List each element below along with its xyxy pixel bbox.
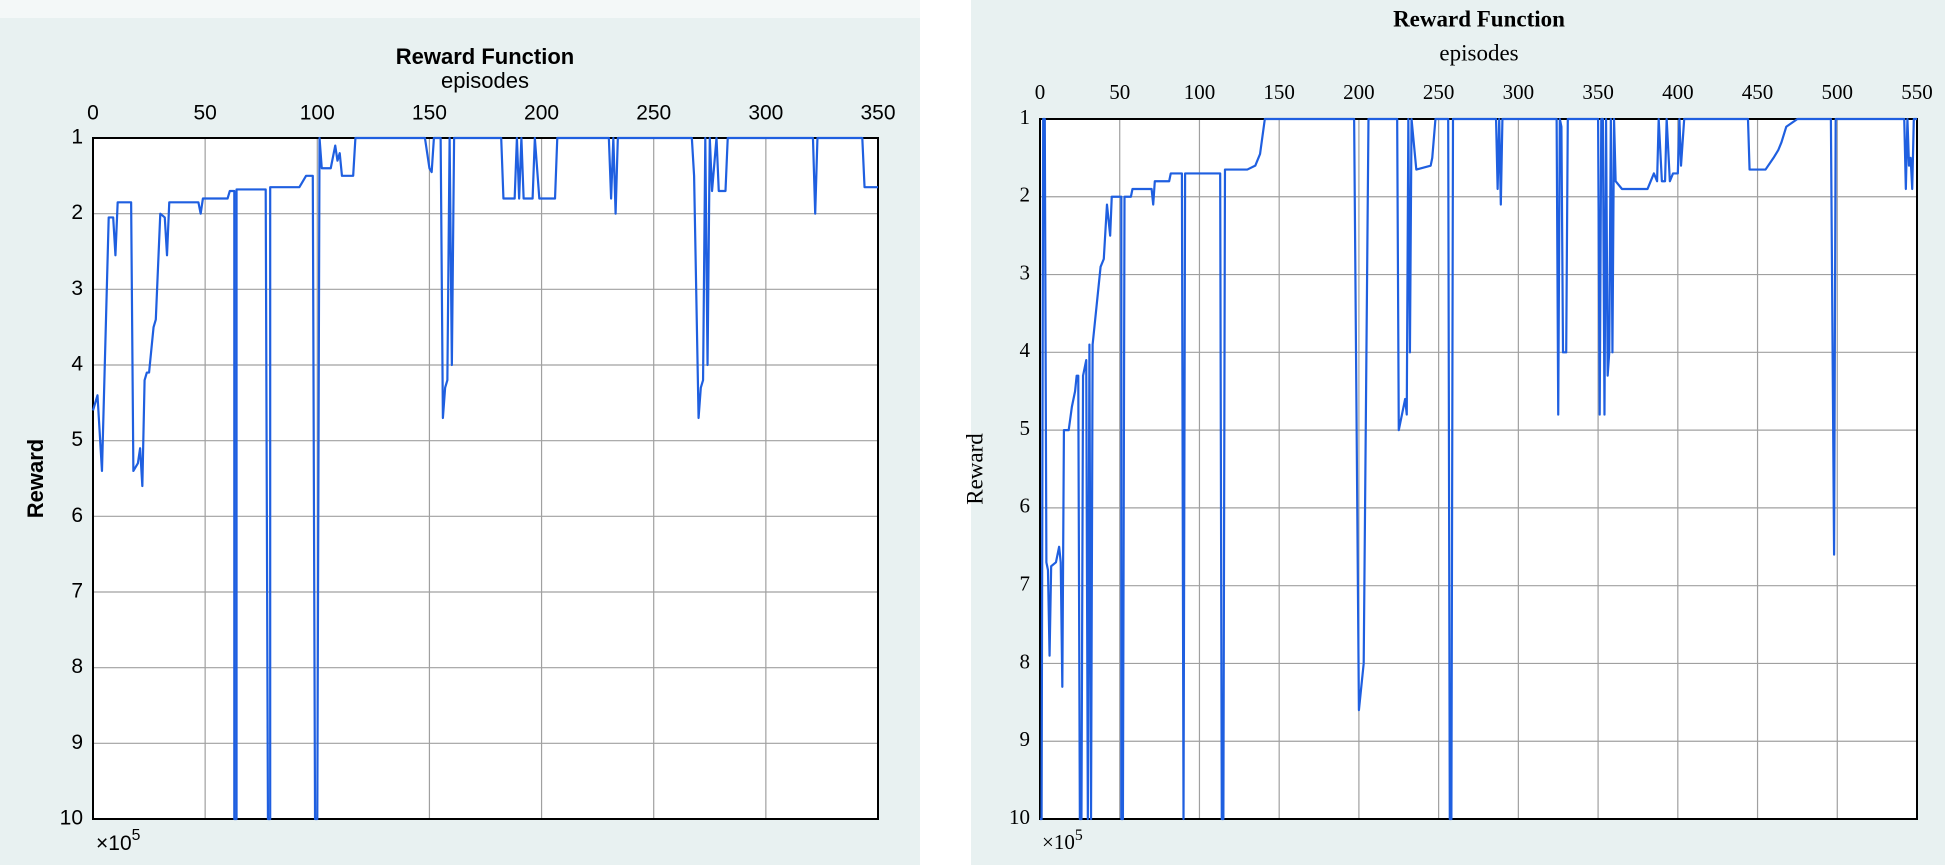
y-tick-label: 1 (71, 126, 83, 149)
x-tick-label: 100 (300, 102, 335, 125)
y-tick-label: 6 (1020, 494, 1031, 518)
x-tick-label: 0 (1035, 80, 1046, 104)
chart: 0 50 100 150 200 250 300 350 1 2 3 4 5 6 7 8 9 10 Reward F… (23, 44, 896, 855)
y-tick-label: 10 (1009, 805, 1030, 829)
x-tick-label: 50 (1109, 80, 1130, 104)
y-tick-label: 4 (71, 353, 83, 376)
x-tick-label: 400 (1662, 80, 1694, 104)
y-axis-label: Reward (23, 439, 48, 518)
panel-strip (0, 0, 920, 18)
axis-multiplier: ×105 (96, 827, 141, 854)
data-line (91, 136, 878, 821)
x-tick-label: 500 (1822, 80, 1854, 104)
x-tick-label: 350 (1582, 80, 1614, 104)
y-tick-label: 3 (71, 277, 83, 300)
y-tick-label: 9 (1020, 727, 1031, 751)
y-tick-label: 4 (1020, 338, 1031, 362)
x-tick-label: 250 (1423, 80, 1455, 104)
y-tick-label: 7 (71, 580, 83, 603)
x-tick-label: 450 (1742, 80, 1774, 104)
multiplier-exponent: 5 (132, 827, 141, 844)
y-tick-label: 7 (1020, 571, 1031, 595)
x-tick-label: 50 (193, 102, 216, 125)
multiplier-base: ×10 (96, 832, 132, 855)
x-tick-label: 350 (860, 102, 895, 125)
y-tick-label: 8 (71, 655, 83, 678)
x-tick-label: 300 (748, 102, 783, 125)
y-tick-label: 9 (71, 731, 83, 754)
x-tick-label: 300 (1503, 80, 1535, 104)
x-tick-label: 150 (412, 102, 447, 125)
y-tick-label: 5 (1020, 416, 1031, 440)
x-tick-label: 550 (1901, 80, 1933, 104)
y-tick-label: 10 (60, 807, 83, 830)
data-line (1040, 117, 1917, 821)
y-tick-label: 6 (71, 504, 83, 527)
multiplier-exponent: 5 (1075, 827, 1083, 844)
x-tick-label: 200 (1343, 80, 1375, 104)
axis-multiplier: ×105 (1042, 827, 1083, 854)
x-axis-label: episodes (1439, 40, 1518, 65)
plot-area (93, 138, 878, 819)
chart-title: Reward Function (396, 44, 574, 69)
chart-title: Reward Function (1393, 6, 1565, 31)
multiplier-base: ×10 (1042, 830, 1075, 854)
y-tick-label: 5 (71, 428, 83, 451)
y-tick-label: 2 (71, 201, 83, 224)
x-tick-label: 250 (636, 102, 671, 125)
y-axis-label: Reward (962, 433, 987, 505)
x-tick-label: 0 (87, 102, 99, 125)
x-axis-label: episodes (441, 68, 529, 93)
y-tick-label: 3 (1020, 260, 1031, 284)
y-tick-label: 8 (1020, 649, 1031, 673)
y-tick-label: 2 (1020, 183, 1031, 207)
plot-area (1040, 119, 1917, 819)
x-tick-label: 200 (524, 102, 559, 125)
chart: 0 50 100 150 200 250 300 350 400 450 500 550 1 2 3 4 5 6 7… (962, 6, 1932, 854)
x-tick-label: 100 (1184, 80, 1216, 104)
y-tick-label: 1 (1020, 105, 1031, 129)
x-tick-label: 150 (1263, 80, 1295, 104)
